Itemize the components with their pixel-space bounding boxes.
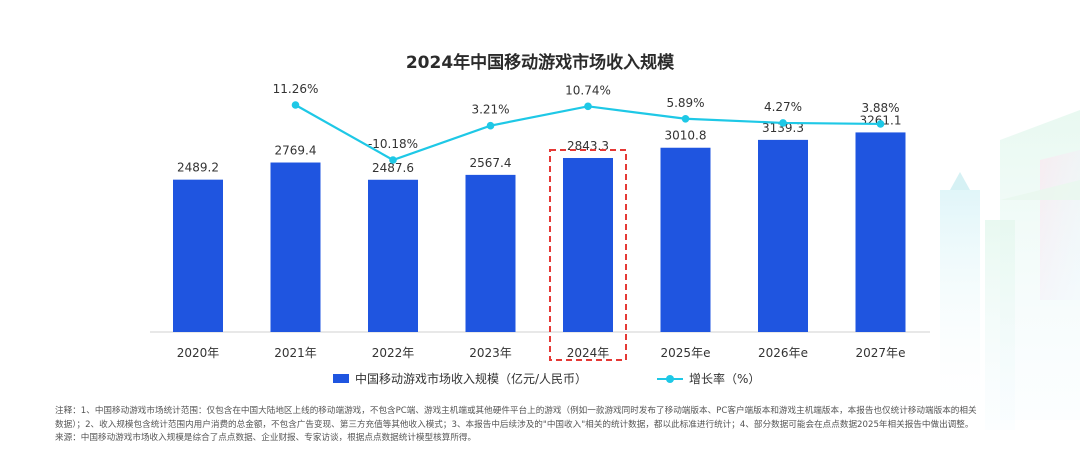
bar-5 <box>660 147 711 332</box>
growth-label-1: 11.26% <box>273 82 319 96</box>
bar-4 <box>563 157 613 332</box>
growth-point-5 <box>681 114 690 123</box>
chart-legend: 中国移动游戏市场收入规模（亿元/人民币） 增长率（%） <box>0 370 1080 390</box>
growth-point-2 <box>389 156 397 164</box>
x-tick-label-6: 2026年e <box>758 346 808 360</box>
footnotes: 注释：1、中国移动游戏市场统计范围：仅包含在中国大陆地区上线的移动端游戏，不包含… <box>55 405 1045 446</box>
bar-3 <box>465 174 516 332</box>
bar-value-label-5: 3010.8 <box>665 129 707 143</box>
x-tick-label-7: 2027年e <box>856 346 906 360</box>
x-tick-label-2: 2022年 <box>372 346 415 360</box>
legend-item-revenue: 中国移动游戏市场收入规模（亿元/人民币） <box>333 370 587 387</box>
x-tick-label-4: 2024年 <box>567 346 610 360</box>
bar-value-label-1: 2769.4 <box>275 144 317 158</box>
x-tick-label-0: 2020年 <box>177 346 220 360</box>
growth-point-7 <box>876 120 885 128</box>
bar-value-label-6: 3139.3 <box>762 121 804 135</box>
legend-label-revenue: 中国移动游戏市场收入规模（亿元/人民币） <box>355 372 588 386</box>
bar-1 <box>270 162 321 332</box>
legend-item-growth: 增长率（%） <box>657 370 760 387</box>
growth-point-1 <box>291 101 300 109</box>
growth-point-6 <box>779 119 787 127</box>
note-line-1: 注释：1、中国移动游戏市场统计范围：仅包含在中国大陆地区上线的移动端游戏，不包含… <box>55 406 977 416</box>
growth-label-5: 5.89% <box>666 96 704 110</box>
growth-point-4 <box>584 102 592 111</box>
growth-label-4: 10.74% <box>565 83 611 97</box>
bar-2 <box>368 179 418 332</box>
growth-label-6: 4.27% <box>764 100 802 114</box>
x-tick-label-1: 2021年 <box>274 346 317 360</box>
note-line-2: 数据）；2、收入规模包含统计范围内用户消费的总金额，不包含广告变现、第三方充值等… <box>55 419 974 430</box>
bar-value-label-2: 2487.6 <box>372 161 414 175</box>
bar-value-label-4: 2843.3 <box>567 139 609 153</box>
note-line-3: 来源：中国移动游戏市场收入规模是综合了点点数据、企业财报、专家访谈，根据点点数据… <box>55 433 477 443</box>
bar-7 <box>855 132 906 332</box>
x-tick-label-5: 2025年e <box>661 346 711 360</box>
legend-line-swatch <box>657 374 683 384</box>
legend-bar-swatch <box>333 374 349 383</box>
growth-label-3: 3.21% <box>471 103 509 117</box>
growth-label-2: -10.18% <box>368 137 418 151</box>
highlight-box <box>549 149 627 361</box>
growth-label-7: 3.88% <box>861 101 899 115</box>
legend-label-growth: 增长率（%） <box>689 372 761 386</box>
x-tick-label-3: 2023年 <box>469 346 512 360</box>
bar-value-label-3: 2567.4 <box>470 156 512 170</box>
bar-value-label-0: 2489.2 <box>177 161 219 175</box>
growth-point-3 <box>486 121 495 130</box>
bar-6 <box>758 139 808 332</box>
chart-title: 2024年中国移动游戏市场收入规模 <box>405 53 675 73</box>
bar-0 <box>173 179 223 332</box>
